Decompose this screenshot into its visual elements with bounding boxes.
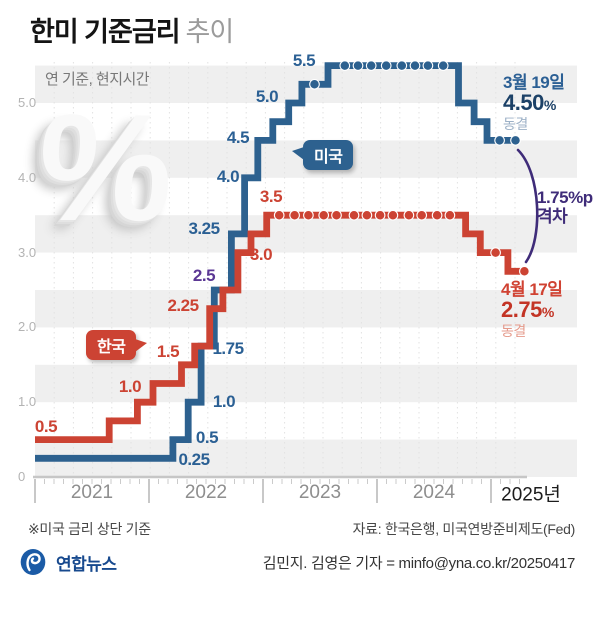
rate-label-kr: 3.0 [249,245,273,264]
series-label-kr: 한국 [86,330,149,360]
chart-subtitle: 연 기준, 현지시간 [45,71,150,88]
hold-dot-us [365,60,377,71]
y-tick-label: 2.0 [18,319,37,335]
hold-dot-us [380,60,392,71]
annotation-kr-status: 동결 [501,323,526,339]
hold-dot-us [510,135,521,146]
hold-dot-kr [318,209,330,221]
annotation-us-rate-value: 4.50 [503,90,544,115]
hold-dot-kr [490,247,501,258]
annotation-us-date: 3월 19일 [503,73,565,92]
y-tick-label: 1.0 [18,394,37,410]
annotation-kr-date: 4월 17일 [501,280,563,299]
rate-label-us: 3.25 [188,219,220,238]
hold-dot-us [437,60,449,71]
annotation-kr: 4월 17일 2.75% 동결 [501,280,563,340]
y-tick-label: 4.0 [18,169,37,185]
y-tick-label: 0 [18,469,26,484]
grid-band [35,215,577,253]
rate-line-kr [35,211,525,443]
title-sub: 추이 [185,17,235,47]
y-tick-label: 5.0 [18,95,37,110]
gap-value: 1.75%p [537,188,593,207]
hold-dot-kr [416,209,428,221]
footnote-row: ※미국 금리 상단 기준 자료: 한국은행, 미국연방준비제도(Fed) [28,519,575,539]
rate-label-us: 5.5 [292,51,316,70]
hold-dot-us [409,60,421,71]
x-year-label: 2023 [298,482,342,503]
annotation-kr-rate: 2.75% [501,299,562,323]
hold-dot-kr [374,209,386,221]
byline: 김민지. 김영은 기자 = minfo@yna.co.kr/20250417 [262,554,576,572]
hold-dot-kr [331,209,342,221]
annotation-us-unit: % [543,97,556,113]
rate-label-us: 4.5 [226,128,250,147]
hold-dot-kr [361,209,373,221]
hold-dot-kr [303,209,314,221]
x-year-label: 2024 [412,482,456,503]
footer-row: 연합뉴스 김민지. 김영은 기자 = minfo@yna.co.kr/20250… [20,548,575,576]
rate-line-us [35,62,516,462]
hold-dot-kr [289,209,300,221]
hold-dot-kr [403,209,415,221]
hold-dot-us [494,135,505,146]
annotation-us: 3월 19일 4.50% 동결 [503,73,565,133]
rate-label-us: 0.25 [178,450,210,469]
rate-label-kr: 2.25 [167,296,199,315]
rate-label-kr: 1.0 [118,377,142,396]
rate-label-us: 4.0 [216,167,240,186]
rate-label-us: 5.0 [255,87,279,106]
hold-dot-kr [348,209,360,221]
x-year-label: 2025년 [501,484,561,506]
grid-band [35,364,577,403]
hold-dot-us [339,60,351,71]
gap-bracket [516,148,539,264]
gap-annotation: 1.75%p 격차 [537,188,593,226]
hold-dot-us [352,60,364,71]
page-title: 한미 기준금리 추이 [30,10,235,49]
footnote: ※미국 금리 상단 기준 [28,521,151,537]
hold-dot-us [422,60,434,71]
hold-dot-kr [519,265,530,277]
annotation-kr-unit: % [541,304,554,320]
rate-label-kr: 1.5 [156,342,180,361]
annotation-us-rate: 4.50% [503,92,564,116]
rate-label-kr: 0.5 [34,417,58,436]
title-main: 한미 기준금리 [30,17,181,47]
rate-label-shared: 2.5 [192,266,216,285]
hold-dot-kr [431,209,443,221]
rate-label-us: 1.0 [212,392,236,411]
hold-dot-kr [387,209,399,221]
hold-dot-kr [444,209,456,221]
series-label-us: 미국 [291,140,354,170]
y-tick-label: 3.0 [18,244,37,260]
yonhap-logo-icon [20,549,46,575]
annotation-us-status: 동결 [503,116,528,132]
gap-text: 격차 [537,207,568,226]
yonhap-logo [20,548,47,576]
hold-dot-us [396,60,408,71]
rate-label-kr: 3.5 [259,187,283,206]
x-year-label: 2021 [70,482,114,503]
annotation-kr-rate-value: 2.75 [501,297,542,322]
rate-label-us: 0.5 [195,428,219,447]
hold-dot-us [309,78,320,90]
x-year-label: 2022 [184,482,228,503]
grid-band [35,290,577,328]
yonhap-logo-text: 연합뉴스 [56,554,117,574]
source: 자료: 한국은행, 미국연방준비제도(Fed) [352,521,576,537]
rate-label-us: 1.75 [212,339,244,358]
hold-dot-kr [273,209,285,221]
